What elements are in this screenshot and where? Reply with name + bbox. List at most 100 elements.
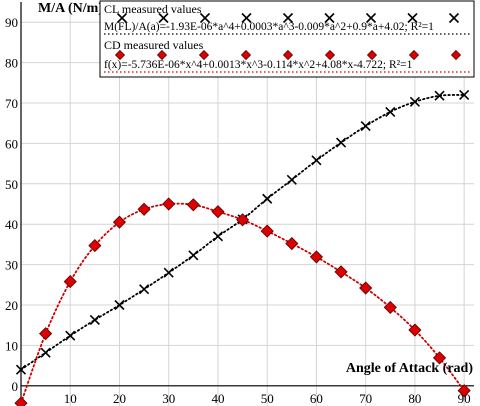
data-point-cd <box>285 237 299 251</box>
data-point-cd <box>236 213 250 227</box>
marker-stroke <box>459 89 470 100</box>
legend-cd-marker <box>282 49 294 61</box>
marker-stroke <box>65 330 76 341</box>
marker-stroke <box>139 284 150 295</box>
y-tick-label: 80 <box>5 56 18 71</box>
marker-stroke <box>212 231 224 242</box>
x-tick-label: 50 <box>261 391 274 406</box>
y-tick-label: 50 <box>5 177 18 192</box>
legend-cl-marker <box>116 12 128 24</box>
data-point-cl <box>434 90 445 101</box>
marker-stroke <box>324 12 335 24</box>
x-tick-label: 80 <box>408 391 421 406</box>
legend-cl-marker <box>365 12 377 24</box>
data-point-cl <box>114 299 125 311</box>
data-point-cd <box>334 265 348 279</box>
trendlines <box>20 94 466 405</box>
data-point-cl <box>262 193 273 204</box>
marker-stroke <box>188 250 199 261</box>
legend-cd-marker <box>240 49 252 61</box>
y-tick-label: 10 <box>5 338 18 353</box>
data-point-cl <box>459 89 470 100</box>
data-point-cl <box>212 231 224 242</box>
data-point-cl <box>65 330 76 341</box>
legend-cd-marker <box>156 49 168 61</box>
data-point-cd <box>309 250 324 264</box>
data-point-cl <box>139 284 150 295</box>
y-axis-label: M/A (N/m) <box>38 1 103 16</box>
data-point-cl <box>15 364 27 375</box>
data-point-cl <box>89 314 100 326</box>
legend-cd-trend-label: f(x)=-5.736E-06*x^4+0.0013*x^3-0.114*x^2… <box>104 59 413 71</box>
legend-cl-marker <box>407 12 418 24</box>
data-point-cd <box>14 396 28 406</box>
marker-stroke <box>407 12 418 24</box>
legend-cl-marker <box>448 12 460 24</box>
data-point-cd <box>260 224 274 238</box>
marker-stroke <box>199 12 211 24</box>
tick-labels: 0 10 20 30 40 50 60 70 80 90 10 20 30 40 50 60 70 80 90 <box>5 15 471 406</box>
marker-stroke <box>114 299 125 311</box>
x-tick-label: 30 <box>162 391 175 406</box>
legend-cl-marker <box>241 12 252 24</box>
legend-cl-marker <box>282 12 294 24</box>
x-tick-label: 20 <box>113 391 126 406</box>
data-point-cd <box>359 281 373 295</box>
data-point-cd <box>211 205 225 219</box>
legend-cd-marker <box>450 49 462 61</box>
data-point-cd <box>162 197 176 211</box>
data-point-cd <box>112 215 127 229</box>
data-point-cl <box>335 137 347 148</box>
marker-stroke <box>163 267 174 278</box>
data-point-cd <box>186 198 200 212</box>
y-tick-label: 90 <box>5 15 18 30</box>
data-point-cd <box>383 300 397 314</box>
legend-cd-marker <box>114 49 126 61</box>
data-point-cl <box>188 250 199 261</box>
legend-cl-marker <box>158 12 169 24</box>
marker-stroke <box>282 12 294 24</box>
y-tick-label: 70 <box>5 96 18 111</box>
data-point-cd <box>432 351 447 365</box>
legend-cd-markers <box>114 49 462 61</box>
data-point-cl <box>286 174 297 185</box>
marker-stroke <box>335 137 347 148</box>
data-point-cd <box>63 275 77 289</box>
x-tick-label: 70 <box>359 391 372 406</box>
marker-stroke <box>262 193 273 204</box>
legend-cl-marker <box>199 12 211 24</box>
x-tick-label: 10 <box>64 391 77 406</box>
legend-cd-marker <box>408 49 420 61</box>
marker-stroke <box>15 364 27 375</box>
marker-stroke <box>365 12 377 24</box>
legend-box <box>99 0 475 78</box>
y-tick-label: 40 <box>5 217 18 232</box>
data-point-cl <box>409 96 420 107</box>
data-point-cl <box>40 347 51 358</box>
marker-stroke <box>89 314 100 326</box>
marker-stroke <box>448 12 460 24</box>
legend-cl-marker <box>324 12 335 24</box>
marker-stroke <box>360 120 371 132</box>
y-tick-label: 30 <box>5 258 18 273</box>
y-tick-label: 20 <box>5 298 18 313</box>
legend-cd-marker <box>324 49 336 61</box>
trendline-cl <box>20 94 466 371</box>
axes <box>20 2 474 406</box>
data-point-cd <box>137 202 151 216</box>
data-point-cd <box>88 239 102 253</box>
data-markers <box>14 89 471 406</box>
y-tick-label: 60 <box>5 136 18 151</box>
legend-cl-markers <box>116 12 460 24</box>
data-point-cl <box>163 267 174 278</box>
data-point-cl <box>385 106 396 117</box>
legend-cd-marker <box>198 49 210 61</box>
legend-cl-trend-label: M(FL)/A(a)=-1.93E-06*a^4+0.0003*a^3-0.00… <box>104 21 434 33</box>
marker-stroke <box>116 12 128 24</box>
legend-cd-marker <box>366 49 378 61</box>
marker-stroke <box>409 96 420 107</box>
x-tick-label: 40 <box>211 391 224 406</box>
marker-stroke <box>434 90 445 101</box>
data-point-cl <box>311 155 322 166</box>
